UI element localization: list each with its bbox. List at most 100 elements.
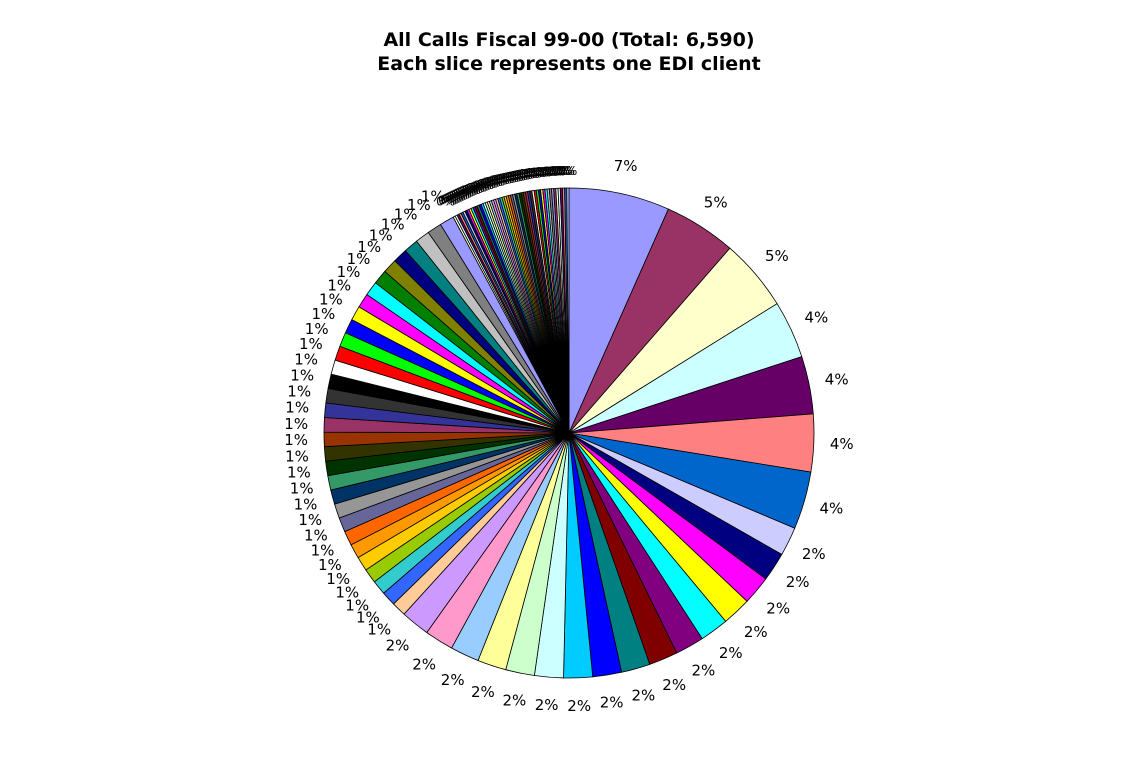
- slice-label: 0%: [436, 195, 455, 209]
- slice-label: 0%: [462, 183, 481, 197]
- slice-label: 0%: [549, 164, 568, 178]
- slice-label: 0%: [449, 188, 468, 202]
- slice-label: 1%: [304, 526, 328, 544]
- slice-label: 0%: [477, 177, 496, 191]
- slice-label: 2%: [503, 692, 527, 710]
- slice-label: 2%: [632, 687, 656, 705]
- slice-label: 1%: [285, 399, 309, 417]
- slice-label: 1%: [284, 431, 308, 449]
- slice-label: 2%: [471, 683, 495, 701]
- slice-label: 2%: [441, 671, 465, 689]
- slice-label: 1%: [327, 277, 351, 295]
- slice-label: 4%: [820, 499, 844, 517]
- slice-label: 1%: [285, 447, 309, 465]
- slice-label: 1%: [287, 464, 311, 482]
- slice-label: 0%: [521, 167, 540, 181]
- slice-label: 0%: [460, 184, 479, 198]
- slice-label: 4%: [805, 309, 829, 327]
- slice-label: 1%: [290, 366, 314, 384]
- slice-label: 0%: [455, 186, 474, 200]
- slice-label: 1%: [394, 205, 418, 223]
- slice-label: 0%: [539, 165, 558, 179]
- slice-label: 0%: [495, 172, 514, 186]
- slice-label: 0%: [525, 166, 544, 180]
- slice-label: 1%: [284, 415, 308, 433]
- chart-subtitle: Each slice represents one EDI client: [377, 53, 761, 75]
- slice-label: 0%: [489, 174, 508, 188]
- slice-label: 0%: [498, 171, 517, 185]
- slice-label: 0%: [482, 176, 501, 190]
- slice-label: 0%: [453, 187, 472, 201]
- slice-label: 0%: [516, 168, 535, 182]
- slice-label: 2%: [567, 697, 591, 715]
- slice-label: 1%: [356, 609, 380, 627]
- slice-label: 1%: [347, 250, 371, 268]
- slice-label: 0%: [551, 164, 570, 178]
- slice-label: 0%: [466, 181, 485, 195]
- slice-label: 1%: [287, 382, 311, 400]
- slice-label: 2%: [535, 696, 559, 714]
- slice-label: 0%: [493, 173, 512, 187]
- slice-label: 0%: [471, 180, 490, 194]
- slice-label: 1%: [421, 187, 445, 205]
- slice-label: 0%: [440, 193, 459, 207]
- slice-label: 0%: [468, 180, 487, 194]
- slice-label: 0%: [507, 169, 526, 183]
- slice-label: 0%: [542, 165, 561, 179]
- slice-label: 0%: [511, 168, 530, 182]
- slice-label: 1%: [357, 238, 381, 256]
- slice-label: 1%: [326, 570, 350, 588]
- slice-label: 0%: [445, 190, 464, 204]
- slice-label: 1%: [294, 351, 318, 369]
- slice-label: 0%: [486, 174, 505, 188]
- slice-label: 2%: [766, 599, 790, 617]
- slice-label: 1%: [381, 216, 405, 234]
- slice-label: 0%: [505, 170, 524, 184]
- slice-label: 2%: [412, 655, 436, 673]
- slice-label: 0%: [457, 185, 476, 199]
- slice-label: 0%: [532, 165, 551, 179]
- pie-labels: 7%5%5%4%4%4%4%2%2%2%2%2%2%2%2%2%2%2%2%2%…: [284, 157, 853, 715]
- slice-label: 0%: [479, 177, 498, 191]
- slice-label: 1%: [299, 335, 323, 353]
- pie-slice: [566, 187, 570, 434]
- slice-label: 0%: [500, 171, 519, 185]
- slice-label: 2%: [692, 662, 716, 680]
- slice-label: 4%: [830, 435, 854, 453]
- slice-label: 1%: [312, 305, 336, 323]
- slice-label: 1%: [337, 263, 361, 281]
- slice-label: 2%: [600, 694, 624, 712]
- slice-label: 5%: [765, 247, 789, 265]
- slice-label: 0%: [530, 166, 549, 180]
- slice-label: 0%: [523, 167, 542, 181]
- slice-label: 0%: [544, 164, 563, 178]
- pie-slices: [323, 187, 815, 679]
- slice-label: 2%: [802, 545, 826, 563]
- slice-label: 1%: [367, 620, 391, 638]
- slice-label: 7%: [614, 157, 638, 175]
- slice-label: 0%: [509, 169, 528, 183]
- slice-label: 0%: [556, 164, 575, 178]
- chart-title: All Calls Fiscal 99-00 (Total: 6,590): [383, 29, 755, 51]
- slice-label: 1%: [335, 583, 359, 601]
- slice-label: 0%: [442, 192, 461, 206]
- slice-label: 0%: [484, 175, 503, 189]
- slice-label: 1%: [369, 226, 393, 244]
- slice-label: 0%: [518, 167, 537, 181]
- slice-label: 0%: [502, 170, 521, 184]
- slice-label: 1%: [318, 556, 342, 574]
- slice-label: 0%: [473, 179, 492, 193]
- slice-label: 2%: [662, 676, 686, 694]
- slice-label: 0%: [535, 165, 554, 179]
- slice-label: 0%: [491, 173, 510, 187]
- slice-label: 1%: [345, 596, 369, 614]
- slice-label: 1%: [319, 291, 343, 309]
- slice-label: 1%: [298, 511, 322, 529]
- slice-label: 0%: [528, 166, 547, 180]
- slice-label: 2%: [744, 623, 768, 641]
- slice-label: 1%: [290, 480, 314, 498]
- slice-label: 0%: [558, 164, 577, 178]
- slice-label: 2%: [786, 573, 810, 591]
